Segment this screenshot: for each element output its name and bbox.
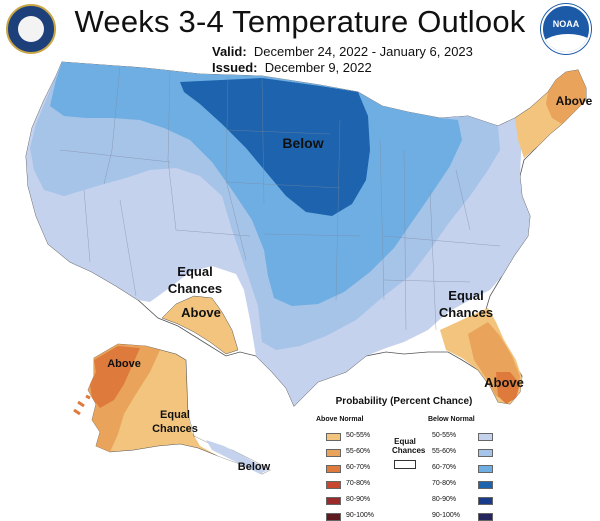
label-equal-ak-1: Equal — [160, 409, 190, 421]
legend-above-swatch — [326, 449, 341, 457]
label-equal-sw-1: Equal — [177, 264, 212, 279]
legend-above-swatch — [326, 481, 341, 489]
legend-title: Probability (Percent Chance) — [335, 396, 473, 407]
legend-below-swatch — [478, 449, 493, 457]
issued-label: Issued: — [212, 60, 258, 75]
legend-below-swatch — [478, 465, 493, 473]
legend-above-swatch — [326, 497, 341, 505]
state-boundaries — [59, 65, 501, 331]
legend-below-title: Below Normal — [428, 416, 475, 423]
probability-legend: Probability (Percent Chance) Above Norma… — [312, 396, 496, 521]
label-below-main: Below — [282, 135, 323, 151]
alaska-above-6070-region — [90, 346, 140, 408]
alaska-below-region — [206, 440, 268, 474]
commerce-seal-logo — [6, 4, 56, 54]
label-equal-se-2: Chances — [439, 305, 493, 320]
aleutian-islands — [73, 394, 91, 416]
legend-below-swatch — [478, 433, 493, 441]
noaa-logo-text: NOAA — [552, 19, 580, 29]
label-below-ak: Below — [238, 461, 271, 473]
noaa-logo: NOAA — [541, 4, 591, 54]
legend-above-label: 60-70% — [346, 464, 371, 471]
valid-value: December 24, 2022 - January 6, 2023 — [253, 44, 473, 59]
legend-above-label: 55-60% — [346, 448, 371, 455]
label-above-fl: Above — [484, 375, 524, 390]
legend-above-label: 90-100% — [346, 512, 375, 519]
legend-equal-swatch — [394, 460, 416, 469]
legend-above-swatch — [326, 433, 341, 441]
legend-above-swatch — [326, 465, 341, 473]
label-equal-se-1: Equal — [448, 288, 483, 303]
label-equal-sw-2: Chances — [168, 281, 222, 296]
label-equal-ak-2: Chances — [152, 423, 198, 435]
issued-value: December 9, 2022 — [264, 60, 372, 75]
legend-below-label: 55-60% — [432, 448, 457, 455]
valid-label: Valid: — [212, 44, 247, 59]
alaska-panhandle-region — [188, 414, 270, 474]
legend-above-label: 50-55% — [346, 432, 371, 439]
label-above-tx: Above — [181, 305, 221, 320]
legend-above-swatch — [326, 513, 341, 521]
legend-below-label: 50-55% — [432, 432, 457, 439]
legend-above-title: Above Normal — [316, 416, 364, 423]
above-texas-region — [161, 295, 239, 355]
legend-below-label: 70-80% — [432, 480, 457, 487]
legend-above-label: 70-80% — [346, 480, 371, 487]
legend-below-label: 60-70% — [432, 464, 457, 471]
legend-above-label: 80-90% — [346, 496, 371, 503]
legend-below-swatch — [478, 481, 493, 489]
legend-below-label: 80-90% — [432, 496, 457, 503]
legend-below-swatch — [478, 513, 493, 521]
legend-equal-line2: Chances — [392, 446, 426, 455]
map-title: Weeks 3-4 Temperature Outlook — [74, 4, 526, 39]
legend-equal-line1: Equal — [394, 437, 416, 446]
valid-dates: Valid: December 24, 2022 - January 6, 20… — [212, 44, 473, 59]
above-ne-5560-region — [546, 70, 586, 124]
label-above-ak: Above — [107, 358, 141, 370]
legend-equal-chances: Equal Chances — [392, 437, 426, 455]
legend-below-label: 90-100% — [432, 512, 461, 519]
issued-date: Issued: December 9, 2022 — [212, 60, 372, 75]
legend-below-swatch — [478, 497, 493, 505]
above-se-6070-region — [496, 372, 520, 404]
label-above-ne: Above — [556, 94, 593, 108]
